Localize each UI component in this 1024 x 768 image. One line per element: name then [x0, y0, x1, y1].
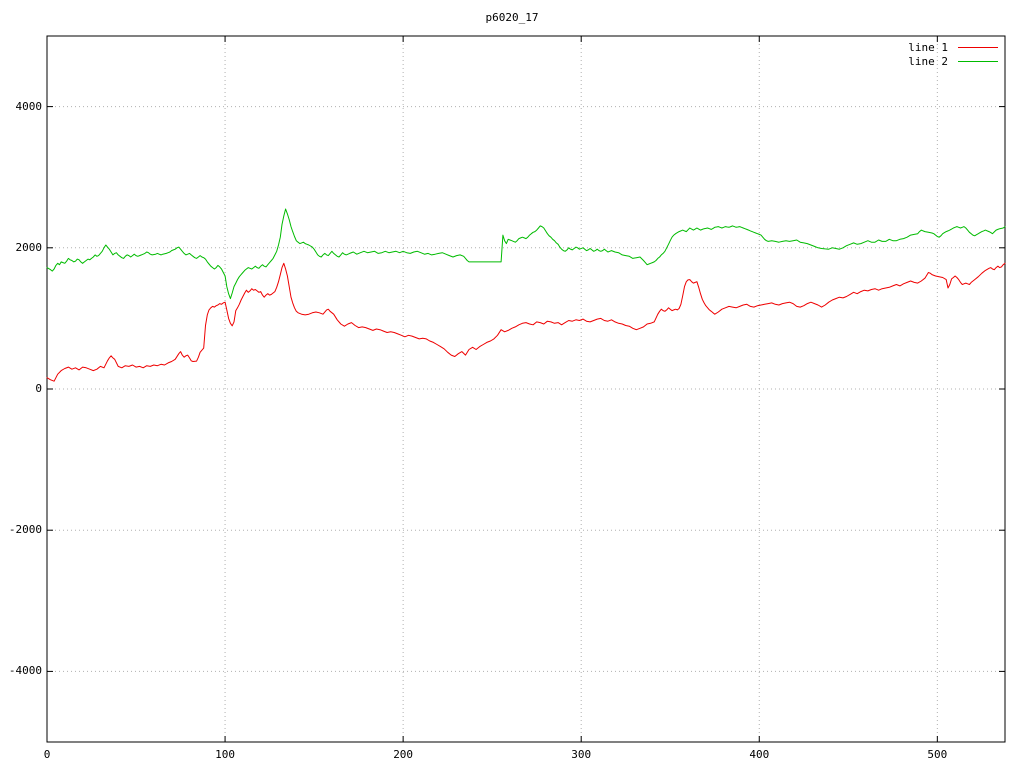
- y-tick-label: 0: [35, 382, 42, 395]
- y-tick-label: 4000: [15, 99, 43, 113]
- x-tick-label: 0: [43, 748, 51, 761]
- series-line-1: [46, 262, 1006, 382]
- legend-label-line1: line 1: [908, 40, 948, 54]
- legend: line 1 line 2: [908, 40, 998, 68]
- y-tick-label: -4000: [8, 664, 42, 678]
- x-tick-label: 300: [571, 748, 592, 761]
- y-tick-label: 2000: [15, 240, 43, 254]
- legend-item-line2: line 2: [908, 54, 998, 68]
- legend-label-line2: line 2: [908, 54, 948, 68]
- plot-border: [46, 35, 1006, 743]
- legend-item-line1: line 1: [908, 40, 998, 54]
- series-line-2: [46, 208, 1006, 300]
- y-tick-label: -2000: [8, 523, 42, 537]
- x-tick-label: 400: [749, 748, 770, 761]
- legend-line-sample-line2: [958, 60, 998, 62]
- chart-title: p6020_17: [485, 11, 539, 24]
- x-tick-label: 200: [393, 748, 414, 761]
- x-tick-label: 500: [927, 748, 948, 761]
- legend-line-sample-line1: [958, 46, 998, 48]
- x-tick-label: 100: [215, 748, 235, 761]
